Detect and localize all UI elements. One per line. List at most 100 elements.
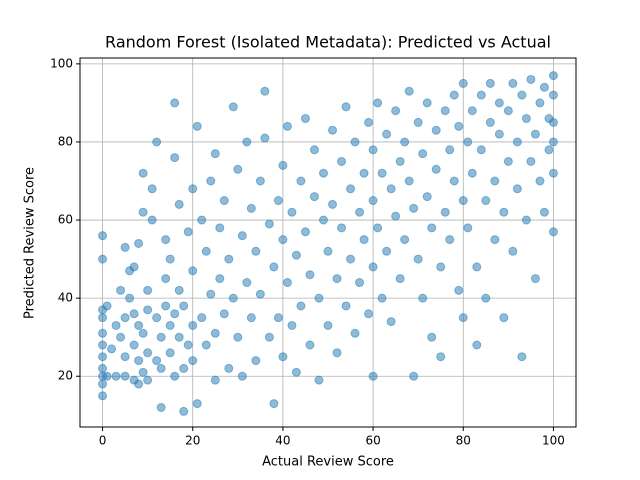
point xyxy=(174,332,184,342)
point xyxy=(287,207,297,217)
point xyxy=(373,98,383,108)
point xyxy=(544,145,554,155)
point xyxy=(517,352,527,362)
point xyxy=(526,74,536,84)
point xyxy=(264,332,274,342)
point xyxy=(170,153,180,163)
point xyxy=(143,375,153,385)
point xyxy=(368,196,378,206)
point xyxy=(300,227,310,237)
point xyxy=(111,371,121,381)
point xyxy=(309,145,319,155)
point xyxy=(291,367,301,377)
point xyxy=(413,117,423,127)
point xyxy=(481,293,491,303)
point xyxy=(508,78,518,88)
point xyxy=(391,106,401,116)
point xyxy=(161,301,171,311)
point xyxy=(355,278,365,288)
point xyxy=(309,192,319,202)
point xyxy=(548,117,558,127)
point xyxy=(337,156,347,166)
point xyxy=(431,125,441,135)
point xyxy=(269,262,279,272)
point xyxy=(179,301,189,311)
point xyxy=(269,399,279,409)
point xyxy=(242,137,252,147)
point xyxy=(98,313,108,323)
y-tick-label: 80 xyxy=(58,134,73,148)
point xyxy=(305,340,315,350)
point xyxy=(418,149,428,159)
point xyxy=(445,235,455,245)
point xyxy=(138,168,148,178)
point xyxy=(341,102,351,112)
point xyxy=(364,309,374,319)
point xyxy=(449,176,459,186)
point xyxy=(134,379,144,389)
point xyxy=(485,78,495,88)
point xyxy=(197,313,207,323)
point xyxy=(210,375,220,385)
point xyxy=(188,356,198,366)
point xyxy=(170,371,180,381)
point xyxy=(138,207,148,217)
point xyxy=(246,203,256,213)
point xyxy=(165,320,175,330)
point xyxy=(246,313,256,323)
point xyxy=(147,215,157,225)
point xyxy=(129,340,139,350)
point xyxy=(125,293,135,303)
point xyxy=(373,223,383,233)
point xyxy=(314,293,324,303)
point xyxy=(278,235,288,245)
point xyxy=(102,301,112,311)
point xyxy=(314,375,324,385)
point xyxy=(134,238,144,248)
x-tick-label: 40 xyxy=(275,434,290,448)
point xyxy=(111,320,121,330)
point xyxy=(463,137,473,147)
point xyxy=(422,192,432,202)
point xyxy=(287,320,297,330)
point xyxy=(346,254,356,264)
point xyxy=(260,86,270,96)
point xyxy=(174,199,184,209)
point xyxy=(521,114,531,124)
point xyxy=(526,156,536,166)
point xyxy=(418,293,428,303)
point xyxy=(179,406,189,416)
point xyxy=(156,363,166,373)
x-tick-label: 20 xyxy=(185,434,200,448)
point xyxy=(102,371,112,381)
point xyxy=(278,160,288,170)
point xyxy=(143,285,153,295)
point xyxy=(228,293,238,303)
point xyxy=(503,156,513,166)
point xyxy=(490,176,500,186)
point xyxy=(458,78,468,88)
chart-title: Random Forest (Isolated Metadata): Predi… xyxy=(105,33,551,52)
x-tick-label: 80 xyxy=(456,434,471,448)
point xyxy=(273,313,283,323)
point xyxy=(273,196,283,206)
point xyxy=(188,320,198,330)
point xyxy=(359,235,369,245)
point xyxy=(494,129,504,139)
point xyxy=(152,137,162,147)
point xyxy=(368,371,378,381)
point xyxy=(386,184,396,194)
point xyxy=(332,348,342,358)
point xyxy=(481,196,491,206)
point xyxy=(400,235,410,245)
point xyxy=(156,402,166,412)
point xyxy=(224,254,234,264)
point xyxy=(350,328,360,338)
point xyxy=(436,262,446,272)
point xyxy=(296,176,306,186)
point xyxy=(377,168,387,178)
point xyxy=(422,98,432,108)
point xyxy=(210,328,220,338)
point xyxy=(210,149,220,159)
